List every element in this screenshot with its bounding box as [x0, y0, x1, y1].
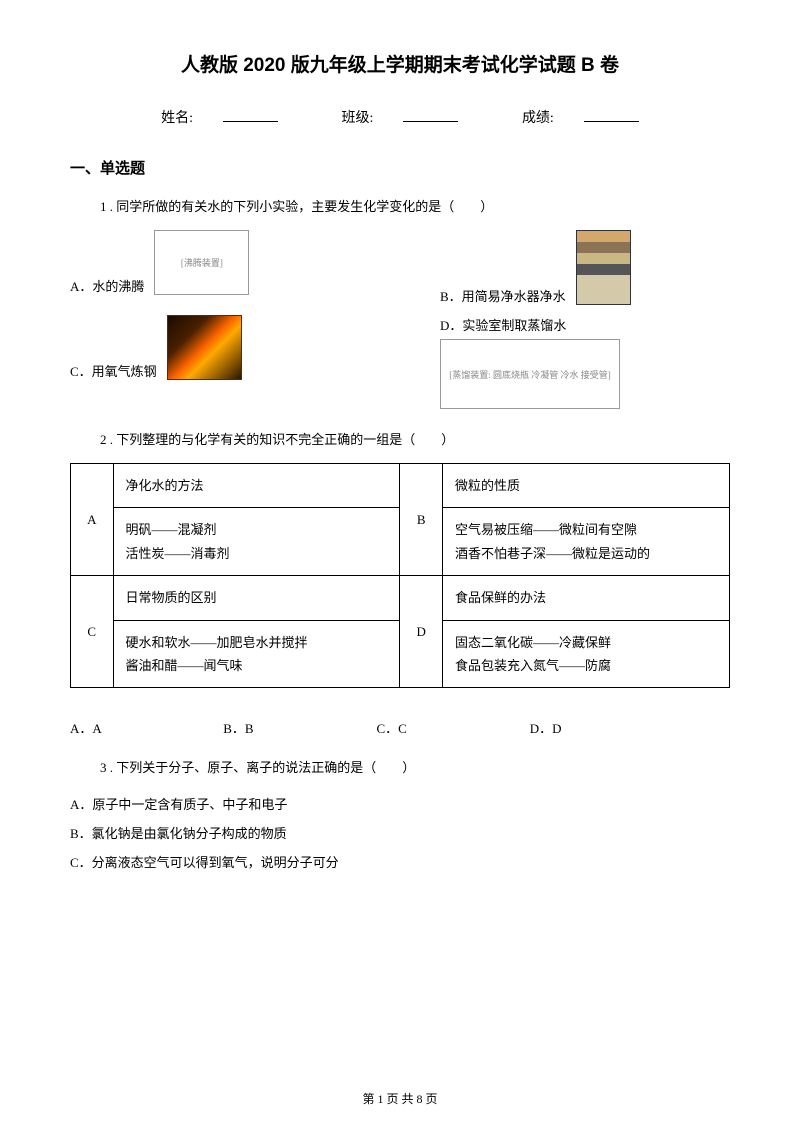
question-3: 3 . 下列关于分子、原子、离子的说法正确的是（ ）: [100, 757, 730, 776]
cell-b-label: B: [400, 464, 443, 576]
q3-options: A．原子中一定含有质子、中子和电子 B．氯化钠是由氯化钠分子构成的物质 C．分离…: [70, 791, 730, 877]
question-2: 2 . 下列整理的与化学有关的知识不完全正确的一组是（ ）: [100, 429, 730, 448]
distillation-apparatus-image: [蒸馏装置: 圆底烧瓶 冷凝管 冷水 接受管]: [440, 339, 620, 409]
q2-ans-d: D．D: [530, 718, 680, 737]
q2-answers: A．A B．B C．C D．D: [70, 718, 730, 737]
q2-table: A 净化水的方法 B 微粒的性质 明矾——混凝剂 活性炭——消毒剂 空气易被压缩…: [70, 463, 730, 688]
name-label: 姓名:: [146, 111, 293, 126]
cell-a-title: 净化水的方法: [113, 464, 400, 508]
cell-d-label: D: [400, 576, 443, 688]
page-title: 人教版 2020 版九年级上学期期末考试化学试题 B 卷: [70, 50, 730, 77]
cell-c-label: C: [71, 576, 114, 688]
cell-d-content: 固态二氧化碳——冷藏保鲜 食品包装充入氮气——防腐: [443, 620, 730, 688]
q1-options: A．水的沸腾 [沸腾装置] B．用简易净水器净水 C．用氧气炼钢 D．实验室制取…: [70, 230, 730, 409]
cell-c-title: 日常物质的区别: [113, 576, 400, 620]
table-row: A 净化水的方法 B 微粒的性质: [71, 464, 730, 508]
cell-b-content: 空气易被压缩——微粒间有空隙 酒香不怕巷子深——微粒是运动的: [443, 508, 730, 576]
q1-opt-a: A．水的沸腾: [70, 276, 144, 295]
steel-making-image: [167, 315, 242, 380]
q2-ans-b: B．B: [223, 718, 373, 737]
q1-opt-c: C．用氧气炼钢: [70, 361, 157, 380]
question-1: 1 . 同学所做的有关水的下列小实验，主要发生化学变化的是（ ）: [100, 196, 730, 215]
cell-b-title: 微粒的性质: [443, 464, 730, 508]
cell-a-label: A: [71, 464, 114, 576]
q3-opt-b: B．氯化钠是由氯化钠分子构成的物质: [70, 820, 730, 849]
boiling-apparatus-image: [沸腾装置]: [154, 230, 249, 295]
q1-opt-d: D．实验室制取蒸馏水: [440, 315, 730, 334]
water-filter-image: [576, 230, 631, 305]
q1-opt-b: B．用简易净水器净水: [440, 286, 566, 305]
class-label: 班级:: [327, 111, 474, 126]
student-info-row: 姓名: 班级: 成绩:: [70, 107, 730, 127]
score-label: 成绩:: [507, 111, 654, 126]
cell-c-content: 硬水和软水——加肥皂水并搅拌 酱油和醋——闻气味: [113, 620, 400, 688]
q2-ans-a: A．A: [70, 718, 220, 737]
q3-opt-c: C．分离液态空气可以得到氧气，说明分子可分: [70, 849, 730, 878]
q3-opt-a: A．原子中一定含有质子、中子和电子: [70, 791, 730, 820]
page-footer: 第 1 页 共 8 页: [0, 1090, 800, 1107]
section-1-title: 一、单选题: [70, 157, 730, 178]
cell-d-title: 食品保鲜的办法: [443, 576, 730, 620]
cell-a-content: 明矾——混凝剂 活性炭——消毒剂: [113, 508, 400, 576]
q2-ans-c: C．C: [377, 718, 527, 737]
table-row: C 日常物质的区别 D 食品保鲜的办法: [71, 576, 730, 620]
